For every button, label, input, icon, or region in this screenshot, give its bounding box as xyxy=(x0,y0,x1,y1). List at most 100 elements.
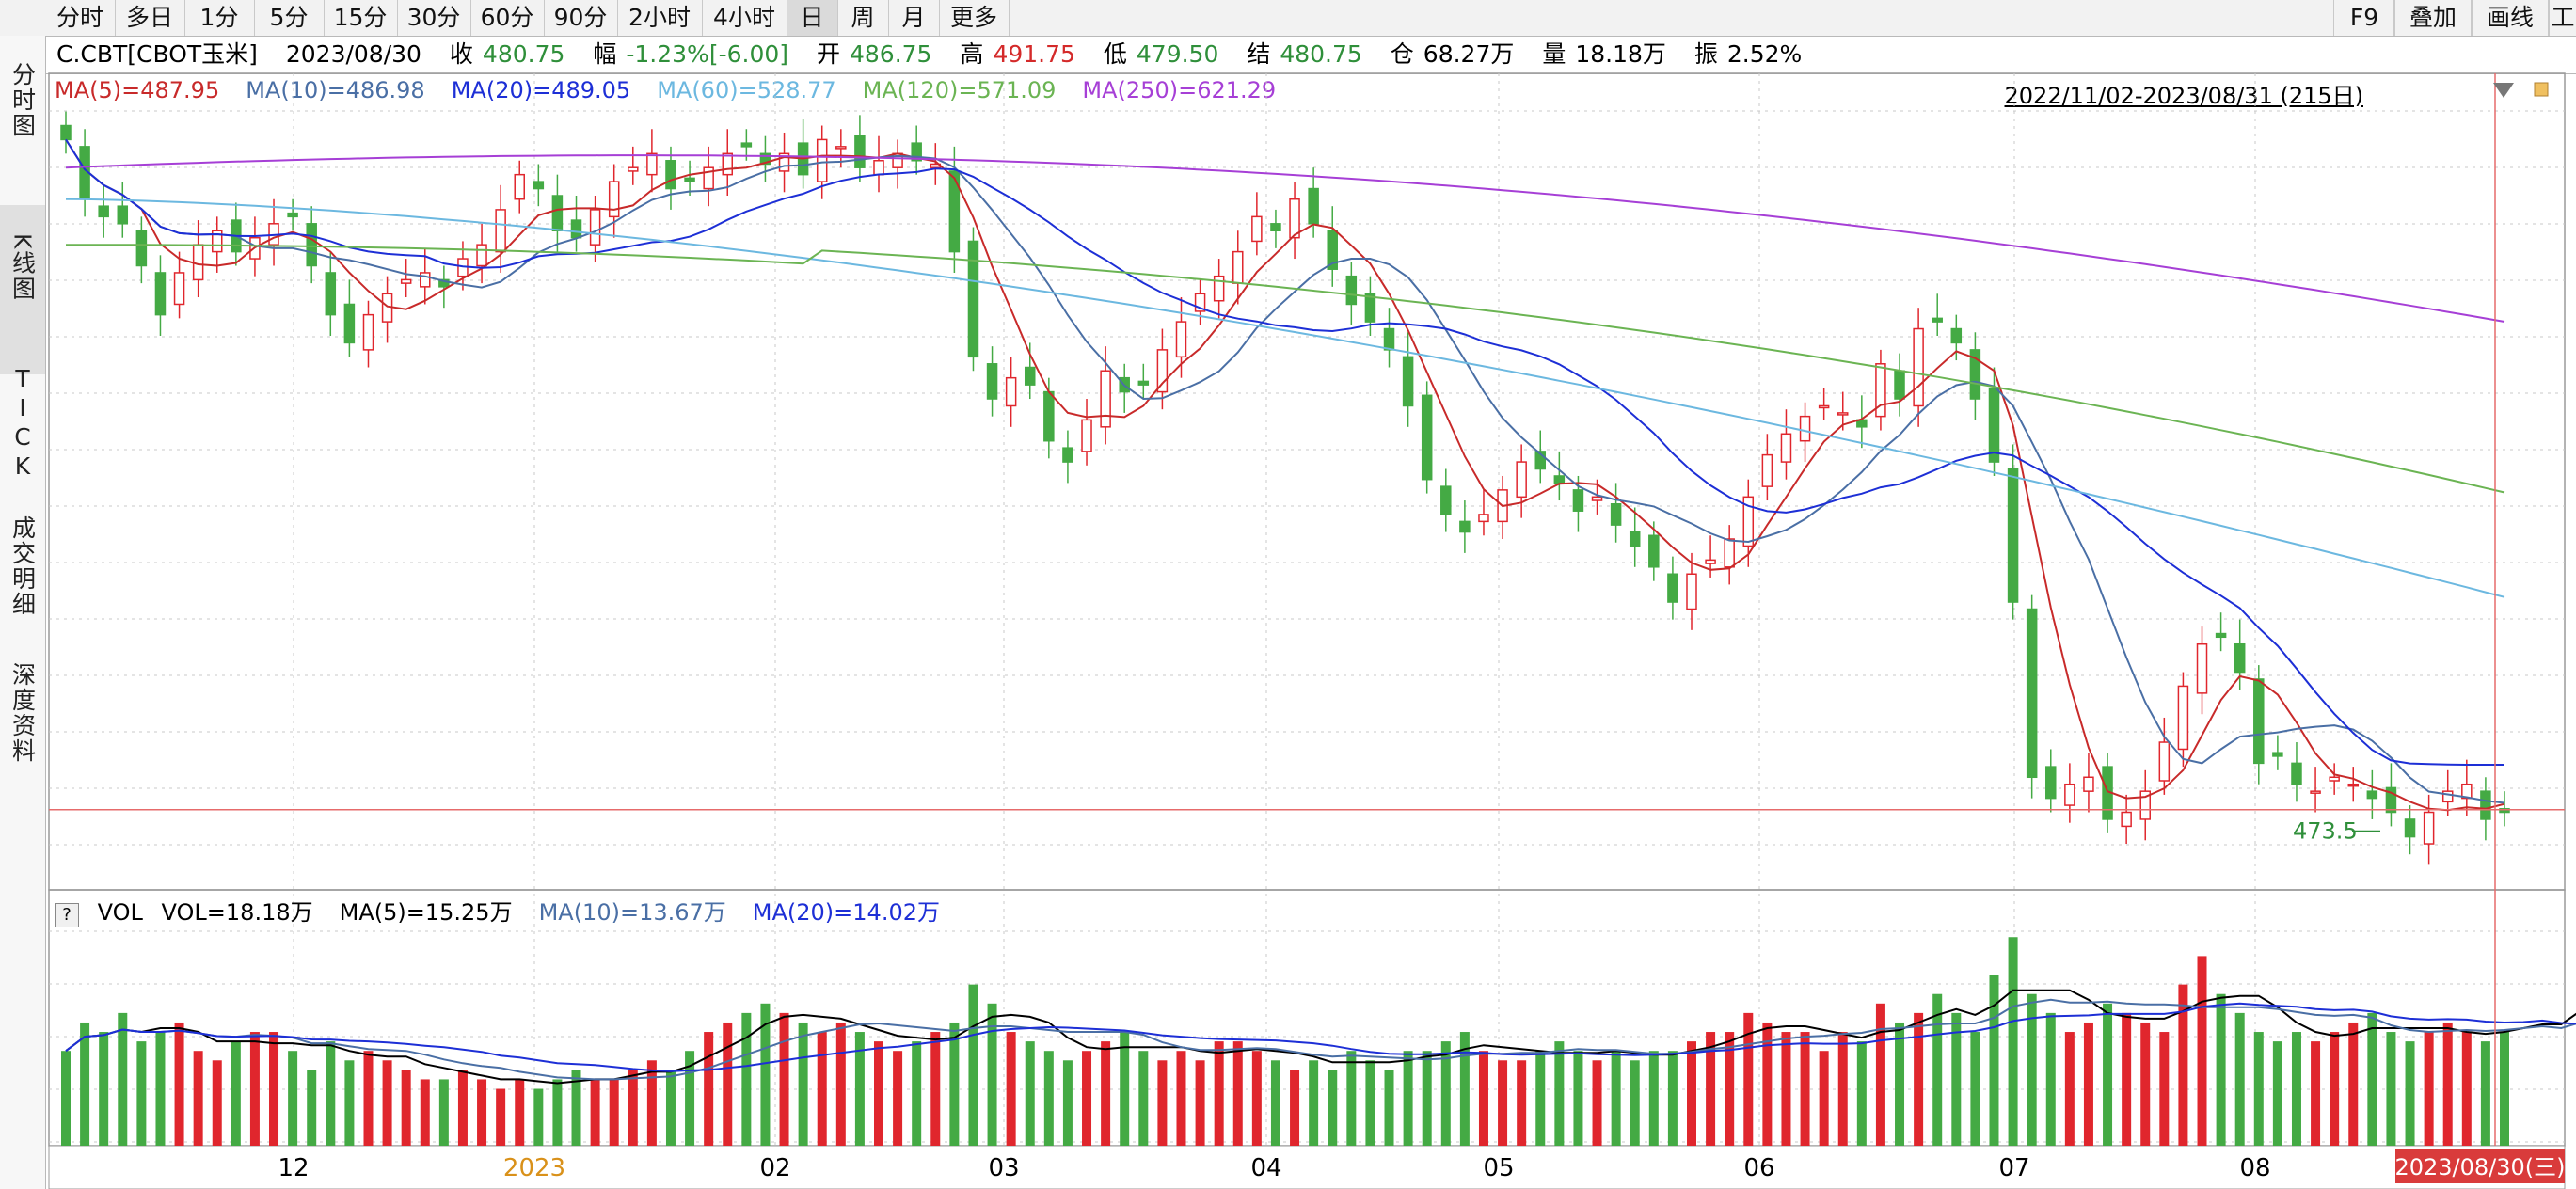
candle-body xyxy=(1289,198,1300,239)
volume-bar xyxy=(760,1003,771,1146)
candle-body xyxy=(1402,356,1414,407)
tab-10[interactable]: 日 xyxy=(787,0,838,36)
vol-help-button[interactable]: ? xyxy=(55,903,79,927)
toolbar-right-button-1[interactable]: 叠加 xyxy=(2393,0,2473,36)
candle-body xyxy=(231,219,242,253)
candle-body xyxy=(967,240,979,358)
volume-bar xyxy=(496,1088,506,1146)
vol-ma20-line xyxy=(65,1002,2576,1072)
volume-bar xyxy=(1062,1060,1073,1146)
tab-1[interactable]: 多日 xyxy=(115,0,185,36)
volume-bar xyxy=(646,1060,657,1146)
volume-bar xyxy=(2424,1032,2434,1146)
volume-bar xyxy=(174,1022,184,1146)
tab-4[interactable]: 15分 xyxy=(324,0,398,36)
high-label: 高 xyxy=(960,40,984,68)
x-axis-label: 03 xyxy=(988,1154,1019,1182)
volume-bar xyxy=(1706,1032,1716,1146)
candle-body xyxy=(1459,520,1471,533)
sidebar-item-trades[interactable]: 成交明细 xyxy=(8,515,37,617)
volume-bar xyxy=(382,1060,392,1146)
candle-body xyxy=(287,212,298,218)
toolbar-right-button-0[interactable]: F9 xyxy=(2333,0,2395,36)
vol-legend-item: VOL=18.18万 xyxy=(161,899,313,926)
x-axis-label: 02 xyxy=(759,1154,790,1182)
candle-body xyxy=(2196,642,2208,694)
ma-legend-item: MA(20)=489.05 xyxy=(451,77,631,103)
tab-7[interactable]: 90分 xyxy=(544,0,618,36)
volume-bar xyxy=(249,1032,260,1146)
sidebar-item-kline[interactable]: K线图 xyxy=(0,205,45,374)
candle-body xyxy=(1440,485,1452,515)
candle-body xyxy=(79,146,90,200)
tab-6[interactable]: 60分 xyxy=(470,0,545,36)
tab-11[interactable]: 周 xyxy=(837,0,889,36)
volume-bar xyxy=(288,1051,298,1146)
date-range[interactable]: 2022/11/02-2023/08/31 (215日) xyxy=(2004,83,2363,109)
candle-body xyxy=(1875,363,1886,418)
volume-bar xyxy=(1630,1060,1640,1146)
volume-bar xyxy=(307,1070,317,1146)
open-value: 486.75 xyxy=(849,40,932,68)
volume-bar xyxy=(930,1032,941,1146)
candle-body xyxy=(797,142,809,176)
ma120-line xyxy=(66,244,2505,494)
candle-body xyxy=(1667,573,1678,603)
toolbar-right-button-3[interactable]: 工 xyxy=(2548,0,2576,36)
candle-body xyxy=(1081,419,1092,452)
volume-bar xyxy=(987,1003,997,1146)
candle-body xyxy=(173,272,185,306)
candle-body xyxy=(1175,321,1187,358)
tab-12[interactable]: 月 xyxy=(888,0,940,36)
volume-bar xyxy=(99,1032,109,1146)
tab-3[interactable]: 5分 xyxy=(254,0,325,36)
volume-bar xyxy=(2291,1032,2301,1146)
sidebar-item-timeshare[interactable]: 分时图 xyxy=(8,62,37,138)
volume-bar xyxy=(2330,1032,2340,1146)
tab-5[interactable]: 30分 xyxy=(397,0,471,36)
vol-ma5-line xyxy=(65,989,2576,1085)
ma-legend: MA(5)=487.95 MA(10)=486.98 MA(20)=489.05 MA… xyxy=(55,77,1302,103)
tab-0[interactable]: 分时 xyxy=(45,0,116,36)
tab-2[interactable]: 1分 xyxy=(184,0,255,36)
volume-bar xyxy=(1856,1041,1867,1146)
change-label: 幅 xyxy=(593,40,617,68)
sidebar-item-tick[interactable]: TICK xyxy=(8,365,37,482)
volume-bar xyxy=(685,1051,695,1146)
candle-body xyxy=(1421,394,1433,481)
tab-13[interactable]: 更多 xyxy=(939,0,1010,36)
volume-bar xyxy=(1535,1051,1546,1146)
volume-bar xyxy=(326,1041,336,1146)
vol-legend-item: MA(5)=15.25万 xyxy=(339,899,513,926)
candle-body xyxy=(2007,468,2019,603)
symbol: C.CBT[CBOT玉米] xyxy=(56,40,258,68)
volume-bar xyxy=(1895,1022,1905,1146)
ma-legend-item: MA(250)=621.29 xyxy=(1082,77,1277,103)
volume-bar xyxy=(1648,1051,1659,1146)
volume-bar xyxy=(704,1032,714,1146)
candle-body xyxy=(533,181,545,190)
candle-body xyxy=(2234,642,2246,674)
candle-body xyxy=(457,258,469,277)
volume-bar xyxy=(874,1041,883,1146)
close-value: 480.75 xyxy=(482,40,565,68)
candle-body xyxy=(1648,534,1660,568)
toolbar-right-button-2[interactable]: 画线 xyxy=(2471,0,2550,36)
candle-body xyxy=(98,205,109,218)
volume-bar xyxy=(212,1060,222,1146)
volume-bar xyxy=(2178,984,2188,1146)
tab-8[interactable]: 2小时 xyxy=(617,0,703,36)
candle-body xyxy=(1856,419,1868,428)
volume-bar xyxy=(420,1079,430,1146)
volume-bar xyxy=(1573,1051,1583,1146)
candle-body xyxy=(306,223,317,267)
sidebar-item-depth[interactable]: 深度资料 xyxy=(8,662,37,764)
candle-body xyxy=(2499,808,2510,814)
x-axis-label: 2023 xyxy=(503,1154,565,1182)
tab-9[interactable]: 4小时 xyxy=(702,0,787,36)
candle-body xyxy=(2026,608,2038,779)
volume-bar xyxy=(779,1012,789,1146)
candle-body xyxy=(2329,776,2340,782)
candle-body xyxy=(1534,451,1547,470)
